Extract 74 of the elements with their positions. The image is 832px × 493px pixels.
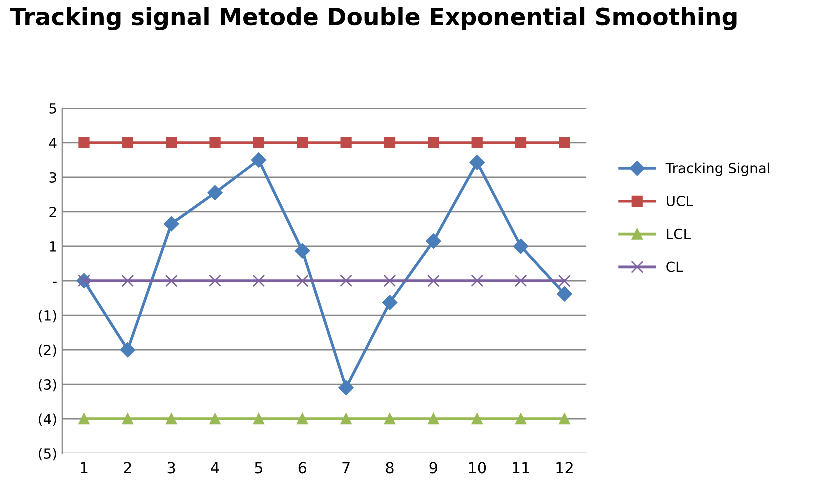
x-tick-label: 9	[430, 462, 438, 474]
y-tick-label: 2	[50, 206, 56, 218]
point	[428, 137, 440, 149]
x-tick-label: 3	[168, 462, 176, 474]
legend-label: LCL	[667, 228, 691, 240]
point	[208, 185, 223, 201]
point	[513, 238, 529, 254]
x-tick-label: 12	[556, 462, 573, 474]
point	[122, 274, 134, 288]
point	[164, 216, 180, 232]
point	[340, 413, 352, 425]
legend-label: UCL	[667, 196, 694, 206]
point	[210, 413, 221, 425]
point	[427, 274, 440, 288]
point	[78, 137, 90, 149]
point	[559, 137, 570, 149]
point	[472, 413, 483, 425]
point	[295, 243, 310, 259]
x-tick-label: 1	[81, 462, 88, 474]
point	[122, 137, 134, 149]
point	[340, 274, 353, 288]
point	[472, 137, 483, 149]
point	[251, 152, 267, 168]
y-tick-label: (5)	[39, 448, 56, 461]
x-tick-label: 2	[124, 462, 132, 474]
point	[253, 413, 265, 425]
y-tick-label: 4	[49, 138, 57, 148]
point	[557, 286, 572, 302]
x-tick-label: 10	[469, 462, 486, 474]
point	[384, 413, 396, 425]
point	[470, 155, 485, 170]
point	[340, 137, 352, 149]
point	[515, 413, 527, 425]
point	[78, 413, 90, 425]
point	[428, 413, 440, 425]
legend-label: CL	[666, 262, 684, 272]
point	[209, 274, 222, 288]
point	[166, 137, 178, 149]
point	[297, 137, 308, 149]
point	[120, 342, 136, 358]
point	[297, 413, 308, 425]
point	[252, 274, 266, 288]
point	[382, 295, 398, 310]
x-tick-label: 6	[298, 462, 307, 474]
y-tick-label: 5	[50, 104, 56, 114]
y-tick-label: (4)	[39, 414, 56, 426]
point	[166, 413, 178, 425]
point	[426, 234, 442, 249]
point	[122, 413, 134, 425]
point	[338, 380, 354, 396]
x-tick-label: 5	[255, 462, 262, 474]
x-tick-label: 4	[211, 462, 220, 474]
point	[384, 137, 396, 149]
point	[514, 274, 528, 288]
point	[558, 274, 571, 288]
y-tick-label: 1	[50, 242, 56, 252]
point	[253, 137, 265, 149]
point	[165, 274, 178, 288]
x-tick-label: 8	[386, 462, 394, 474]
x-tick-label: 7	[342, 462, 350, 474]
y-tick-label: -	[53, 282, 57, 284]
point	[296, 274, 309, 288]
y-tick-label: (3)	[39, 379, 56, 392]
chart-title: Tracking signal Metode Double Exponential Smoothing	[10, 7, 737, 30]
legend-label: Tracking Signal	[666, 162, 770, 176]
y-tick-label: (1)	[39, 310, 56, 323]
x-tick-label: 11	[513, 462, 530, 474]
point	[210, 137, 221, 149]
point	[384, 274, 396, 288]
y-tick-label: 3	[50, 172, 56, 183]
point	[515, 137, 527, 149]
point	[559, 413, 570, 425]
point	[471, 274, 484, 288]
y-tick-label: (2)	[39, 344, 56, 358]
